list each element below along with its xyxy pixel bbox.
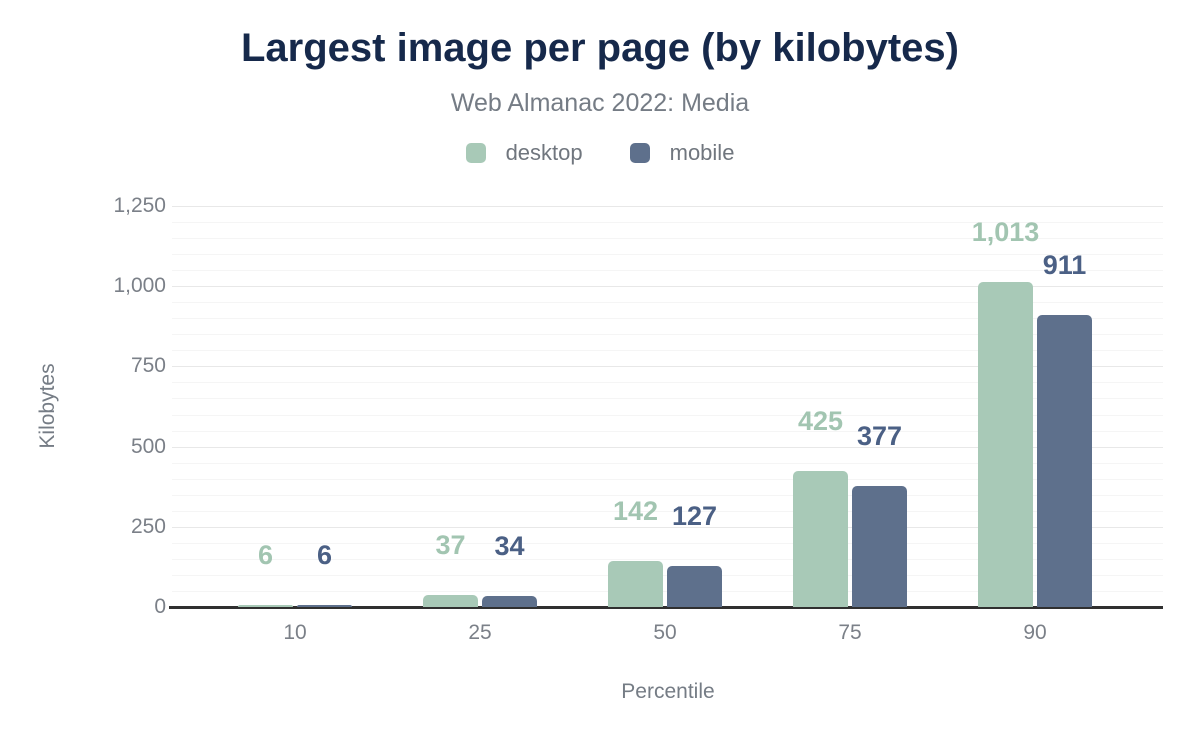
- value-label-desktop-p75: 425: [797, 406, 844, 436]
- bar-mobile-p50: [667, 566, 722, 607]
- desktop-series-swatch-icon: [465, 143, 486, 163]
- minor-gridline: [172, 511, 1163, 512]
- x-axis-title: Percentile: [621, 680, 715, 703]
- minor-gridline: [172, 415, 1163, 416]
- value-label-desktop-p10: 6: [257, 540, 274, 570]
- value-label-mobile-p75: 377: [856, 421, 903, 451]
- minor-gridline: [172, 270, 1163, 271]
- minor-gridline: [172, 350, 1163, 351]
- minor-gridline: [172, 222, 1163, 223]
- x-tick-label: 25: [468, 621, 492, 644]
- legend-item-mobile: mobile: [629, 140, 735, 165]
- bar-mobile-p90: [1037, 315, 1092, 607]
- major-gridline: [172, 286, 1163, 287]
- major-gridline: [172, 206, 1163, 207]
- x-axis-line: [169, 606, 1163, 609]
- value-label-mobile-p25: 34: [494, 531, 525, 561]
- value-label-mobile-p10: 6: [316, 540, 333, 570]
- minor-gridline: [172, 479, 1163, 480]
- chart-title: Largest image per page (by kilobytes): [241, 26, 959, 70]
- minor-gridline: [172, 334, 1163, 335]
- value-label-mobile-p50: 127: [671, 501, 718, 531]
- y-tick-label: 1,250: [113, 194, 166, 217]
- x-tick-label: 90: [1023, 621, 1047, 644]
- y-tick-label: 1,000: [113, 274, 166, 297]
- value-label-desktop-p90: 1,013: [971, 217, 1040, 247]
- bar-desktop-p25: [423, 595, 478, 607]
- minor-gridline: [172, 318, 1163, 319]
- value-label-desktop-p25: 37: [435, 530, 466, 560]
- minor-gridline: [172, 495, 1163, 496]
- mobile-series-swatch-icon: [629, 143, 650, 163]
- value-label-desktop-p50: 142: [612, 496, 659, 526]
- minor-gridline: [172, 382, 1163, 383]
- y-tick-label: 250: [130, 515, 166, 538]
- chart-subtitle: Web Almanac 2022: Media: [450, 89, 750, 117]
- minor-gridline: [172, 559, 1163, 560]
- minor-gridline: [172, 463, 1163, 464]
- x-tick-label: 10: [283, 621, 307, 644]
- x-tick-label: 75: [838, 621, 862, 644]
- x-tick-label: 50: [653, 621, 677, 644]
- major-gridline: [172, 527, 1163, 528]
- y-tick-label: 750: [130, 354, 166, 377]
- y-tick-label: 500: [130, 435, 166, 458]
- minor-gridline: [172, 254, 1163, 255]
- minor-gridline: [172, 543, 1163, 544]
- y-tick-label: 0: [154, 595, 166, 618]
- minor-gridline: [172, 398, 1163, 399]
- y-axis-title: Kilobytes: [36, 363, 59, 449]
- bar-desktop-p75: [793, 471, 848, 607]
- value-label-mobile-p90: 911: [1042, 250, 1087, 280]
- desktop-legend-label: desktop: [505, 140, 583, 165]
- bar-mobile-p10: [297, 605, 352, 607]
- legend: desktop mobile: [0, 142, 1200, 164]
- minor-gridline: [172, 238, 1163, 239]
- minor-gridline: [172, 431, 1163, 432]
- legend-item-desktop: desktop: [465, 140, 583, 165]
- bar-mobile-p75: [852, 486, 907, 607]
- major-gridline: [172, 366, 1163, 367]
- mobile-legend-label: mobile: [669, 140, 735, 165]
- bar-desktop-p90: [978, 282, 1033, 607]
- major-gridline: [172, 447, 1163, 448]
- minor-gridline: [172, 302, 1163, 303]
- bar-desktop-p10: [238, 605, 293, 607]
- bar-desktop-p50: [608, 561, 663, 607]
- bar-mobile-p25: [482, 596, 537, 607]
